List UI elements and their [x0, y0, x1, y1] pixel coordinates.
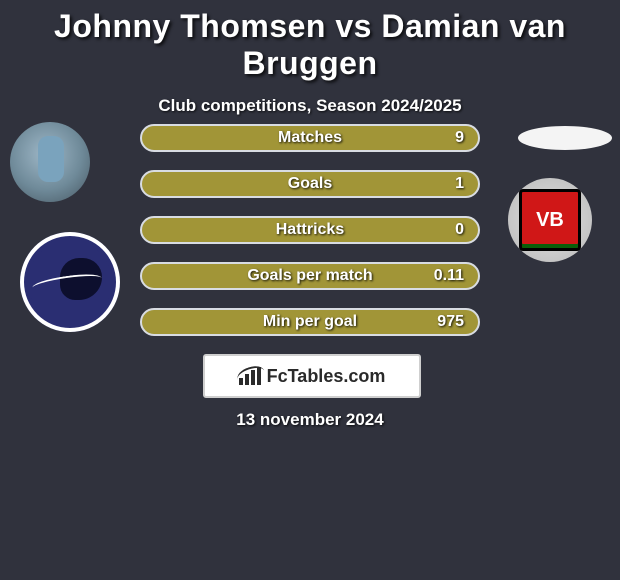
brand-text: FcTables.com [267, 366, 386, 387]
page-subtitle: Club competitions, Season 2024/2025 [0, 96, 620, 116]
stat-row-matches: Matches 9 [140, 124, 480, 152]
brand-box: FcTables.com [203, 354, 421, 398]
player-left-avatar [10, 122, 90, 202]
stat-row-goals: Goals 1 [140, 170, 480, 198]
stat-row-hattricks: Hattricks 0 [140, 216, 480, 244]
club-right-crest-text: VB [519, 189, 581, 251]
page-title: Johnny Thomsen vs Damian van Bruggen [0, 0, 620, 82]
stat-value-right: 975 [437, 313, 464, 331]
club-right-crest: VB [508, 178, 592, 262]
footer-date: 13 november 2024 [0, 410, 620, 430]
stat-label: Goals [156, 175, 464, 193]
stat-value-right: 0 [455, 221, 464, 239]
bar-chart-icon [239, 367, 261, 385]
stat-value-right: 1 [455, 175, 464, 193]
stat-label: Goals per match [156, 267, 464, 285]
stat-value-right: 0.11 [434, 267, 464, 285]
stat-label: Matches [156, 129, 464, 147]
stat-row-goals-per-match: Goals per match 0.11 [140, 262, 480, 290]
stat-value-right: 9 [455, 129, 464, 147]
comparison-infographic: Johnny Thomsen vs Damian van Bruggen Clu… [0, 0, 620, 580]
stat-label: Min per goal [156, 313, 464, 331]
player-right-placeholder [518, 126, 612, 150]
stat-label: Hattricks [156, 221, 464, 239]
club-left-crest [20, 232, 120, 332]
stat-row-min-per-goal: Min per goal 975 [140, 308, 480, 336]
stats-panel: Matches 9 Goals 1 Hattricks 0 Goals per … [140, 124, 480, 354]
